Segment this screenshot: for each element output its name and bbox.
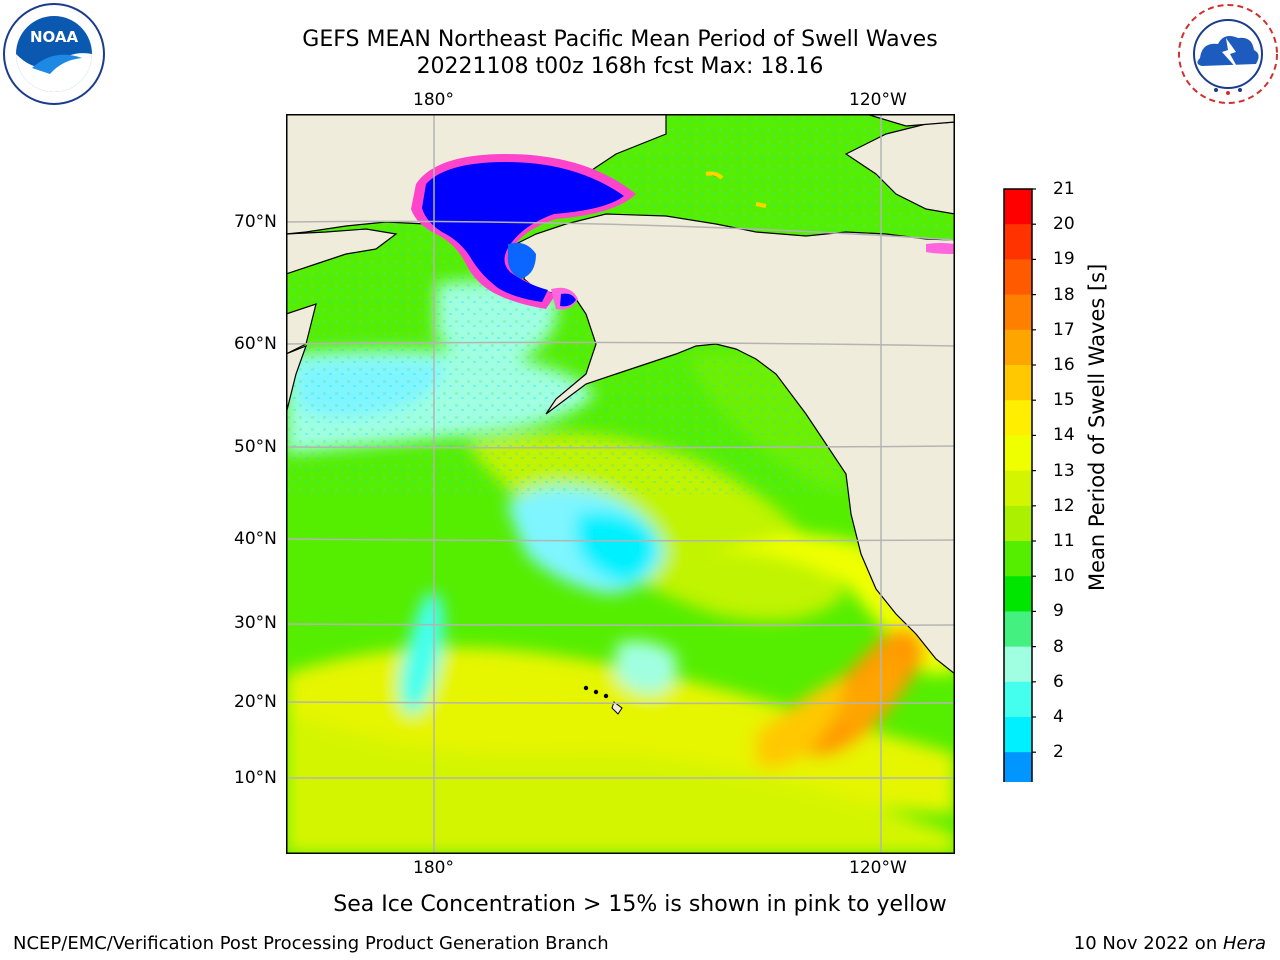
colorbar-segment: [1004, 435, 1032, 472]
colorbar-tick-label: 14: [1053, 425, 1075, 446]
colorbar-segment: [1004, 400, 1032, 436]
lat-label-70n: 70°N: [234, 212, 277, 232]
swell-period-map: [286, 114, 955, 854]
svg-text:NOAA: NOAA: [30, 28, 79, 46]
colorbar-tick-label: 13: [1053, 460, 1075, 481]
lon-label-bottom-180: 180°: [413, 858, 454, 878]
colorbar-segment: [1004, 470, 1032, 507]
colorbar-segment: [1004, 717, 1032, 753]
colorbar-segment: [1004, 294, 1032, 331]
colorbar-segment: [1004, 329, 1032, 366]
colorbar-segment: [1004, 505, 1032, 542]
footer-host: Hera: [1222, 933, 1266, 954]
nws-logo-icon: [1176, 2, 1280, 106]
lon-label-top-120w: 120°W: [849, 90, 907, 110]
colorbar-tick-label: 4: [1053, 707, 1064, 727]
lat-label-50n: 50°N: [234, 437, 277, 457]
colorbar-tick-label: 17: [1053, 319, 1075, 340]
colorbar-segment: [1004, 681, 1032, 718]
colorbar-segment: [1004, 259, 1032, 296]
colorbar-segment: [1004, 365, 1032, 401]
chart-title: GEFS MEAN Northeast Pacific Mean Period …: [302, 27, 938, 52]
colorbar: [1000, 186, 1036, 815]
colorbar-tick-label: 16: [1053, 355, 1075, 375]
colorbar-tick-label: 11: [1053, 531, 1075, 551]
footer-date-text: 10 Nov 2022 on: [1073, 933, 1223, 954]
sea-ice-note: Sea Ice Concentration > 15% is shown in …: [333, 892, 947, 917]
colorbar-segment: [1004, 224, 1032, 260]
colorbar-segment: [1004, 541, 1032, 577]
lat-label-60n: 60°N: [234, 334, 277, 354]
colorbar-tick-label: 12: [1053, 495, 1075, 516]
chart-subtitle: 20221108 t00z 168h fcst Max: 18.16: [416, 54, 824, 79]
lon-label-bottom-120w: 120°W: [849, 858, 907, 878]
footer-date: 10 Nov 2022 on Hera: [1074, 933, 1266, 955]
noaa-logo-icon: NOAA: [2, 2, 106, 106]
colorbar-tick-label: 8: [1053, 636, 1064, 657]
lat-label-20n: 20°N: [234, 692, 277, 712]
lat-label-40n: 40°N: [234, 529, 277, 549]
colorbar-tick-label: 15: [1053, 390, 1075, 411]
lon-label-top-180: 180°: [413, 90, 454, 110]
colorbar-frame: [1003, 188, 1033, 788]
colorbar-tick-label: 10: [1053, 566, 1075, 587]
colorbar-tick-label: 6: [1053, 671, 1064, 692]
colorbar-segment: [1004, 752, 1032, 788]
colorbar-tick-label: 18: [1053, 284, 1075, 305]
colorbar-tick-label: 9: [1053, 601, 1064, 622]
colorbar-tick-label: 2: [1053, 742, 1064, 763]
colorbar-tick-label: 21: [1053, 179, 1075, 199]
colorbar-segment: [1004, 576, 1032, 612]
colorbar-label: Mean Period of Swell Waves [s]: [1085, 263, 1109, 591]
colorbar-segment: [1004, 611, 1032, 648]
footer-branch: NCEP/EMC/Verification Post Processing Pr…: [13, 933, 609, 954]
colorbar-tick-label: 20: [1053, 214, 1075, 235]
colorbar-tick-label: 19: [1053, 249, 1075, 270]
lat-label-30n: 30°N: [234, 613, 277, 633]
lat-label-10n: 10°N: [234, 768, 277, 788]
colorbar-segment: [1004, 646, 1032, 683]
colorbar-segment: [1004, 189, 1032, 225]
